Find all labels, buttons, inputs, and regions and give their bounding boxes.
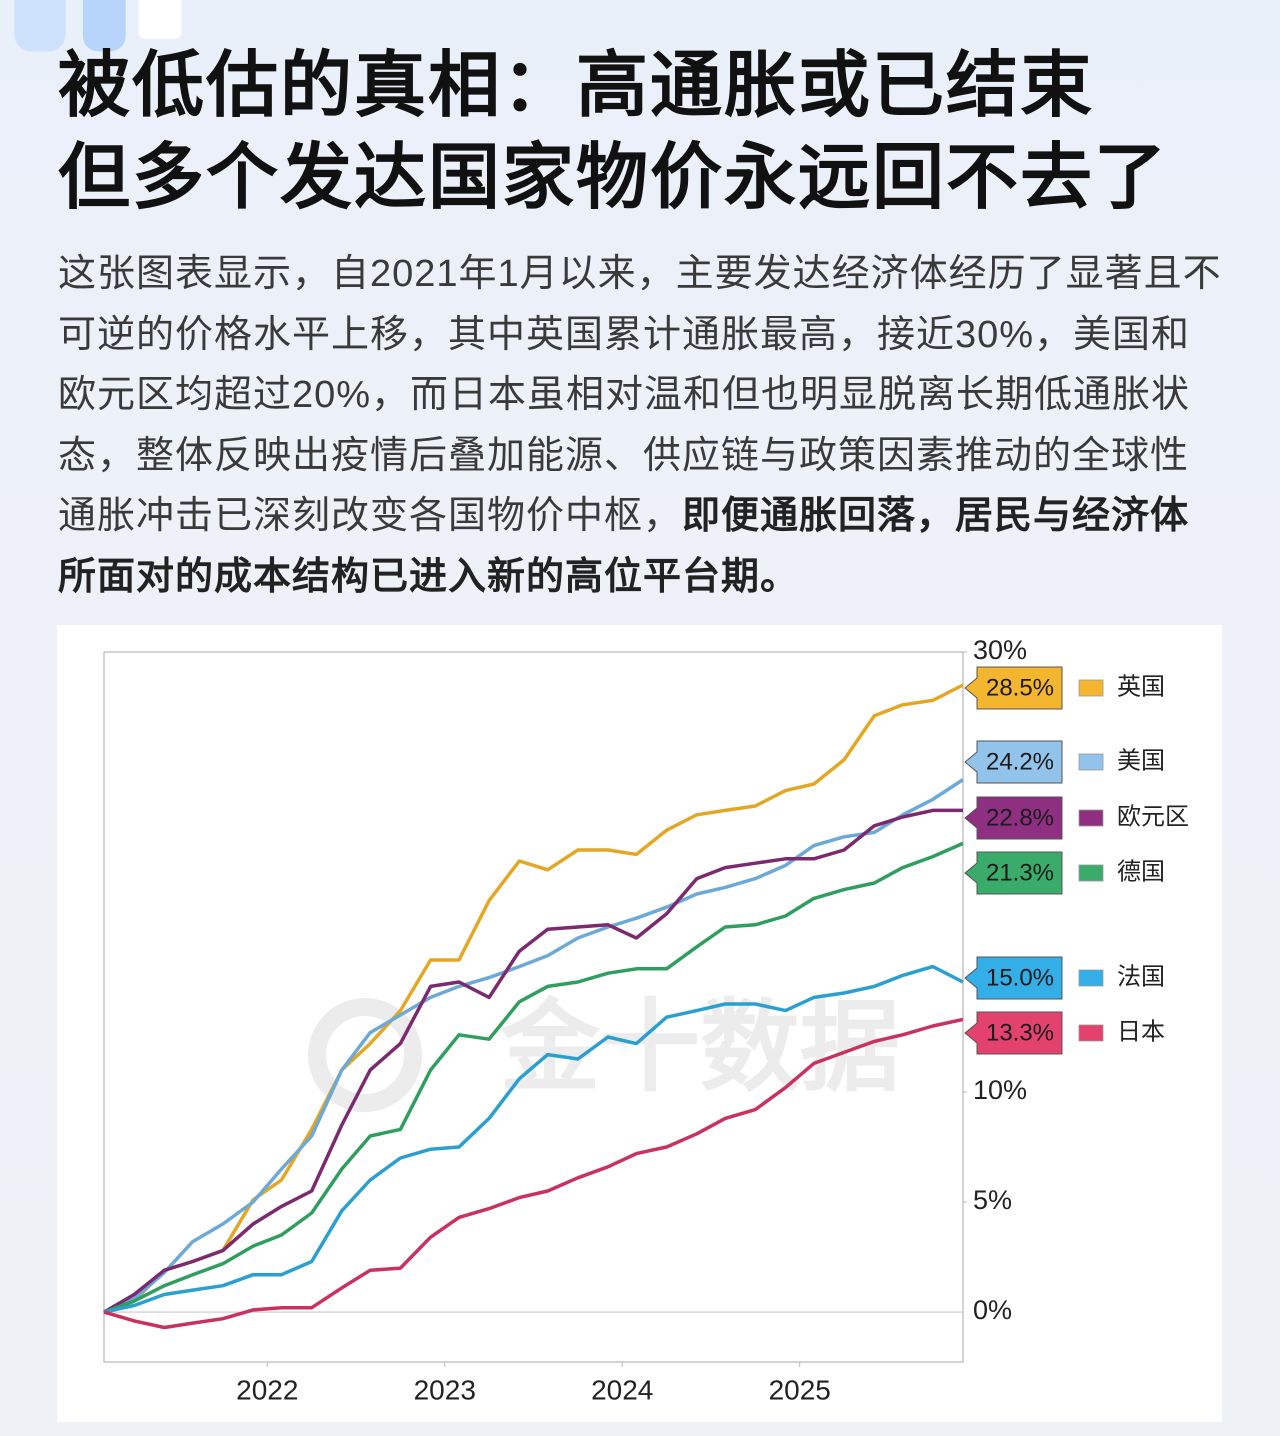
value-label-box (964, 851, 1063, 895)
legend-label: 德国 (1117, 858, 1165, 885)
series-line (103, 1017, 964, 1330)
value-label: 28.5% (986, 674, 1054, 701)
series-line (103, 841, 964, 1314)
title-line: 被低估的真相：高通胀或已结束 (58, 46, 1095, 126)
decoration (14, 0, 182, 52)
value-label-box (964, 740, 1063, 784)
legend-label: 法国 (1117, 963, 1165, 990)
title-line: 但多个发达国家物价永远回不去了 (58, 138, 1169, 218)
value-label: 21.3% (986, 859, 1054, 886)
value-label-box (964, 666, 1063, 710)
legend-flag (1078, 679, 1104, 697)
series-line (103, 683, 964, 1314)
legend-label: 英国 (1117, 673, 1165, 700)
description-emphasis: 即便通胀回落，居民与经济体所面对的成本结构已进入新的高位平台期。 (58, 495, 1190, 598)
deco-shape (138, 0, 182, 39)
y-tick-label: 10% (973, 1075, 1027, 1105)
value-label-box (964, 1011, 1063, 1055)
plot-frame (103, 651, 964, 1363)
value-label: 13.3% (986, 1019, 1054, 1046)
legend-flag (1078, 969, 1104, 987)
deco-shape (82, 0, 126, 52)
value-label: 15.0% (986, 964, 1054, 991)
legend-flag (1078, 864, 1104, 882)
description: 这张图表显示，自2021年1月以来，主要发达经济体经历了显著且不可逆的价格水平上… (58, 244, 1226, 607)
legend-label: 日本 (1117, 1018, 1165, 1045)
y-tick-label: 30% (973, 635, 1027, 665)
y-tick-label: 0% (973, 1295, 1012, 1325)
deco-shape (14, 0, 66, 52)
legend-label: 美国 (1117, 747, 1165, 774)
series-line (103, 964, 964, 1314)
x-tick-label: 2024 (591, 1374, 653, 1405)
x-tick-label: 2025 (769, 1374, 831, 1405)
legend-flag (1078, 809, 1104, 827)
watermark-logo (308, 998, 422, 1112)
legend-label: 欧元区 (1117, 803, 1189, 830)
description-text: 这张图表显示，自2021年1月以来，主要发达经济体经历了显著且不可逆的价格水平上… (58, 253, 1222, 537)
x-tick-label: 2023 (414, 1374, 476, 1405)
y-tick-label: 5% (973, 1185, 1012, 1215)
value-label: 24.2% (986, 748, 1054, 775)
x-tick-label: 2022 (236, 1374, 298, 1405)
legend-flag (1078, 1024, 1104, 1042)
value-label-box (964, 956, 1063, 1000)
series-line (103, 778, 964, 1314)
legend-flag (1078, 753, 1104, 771)
value-label: 22.8% (986, 804, 1054, 831)
title: 被低估的真相：高通胀或已结束 但多个发达国家物价永远回不去了 (58, 40, 1258, 224)
series-line (103, 808, 963, 1314)
value-label-box (964, 796, 1063, 840)
